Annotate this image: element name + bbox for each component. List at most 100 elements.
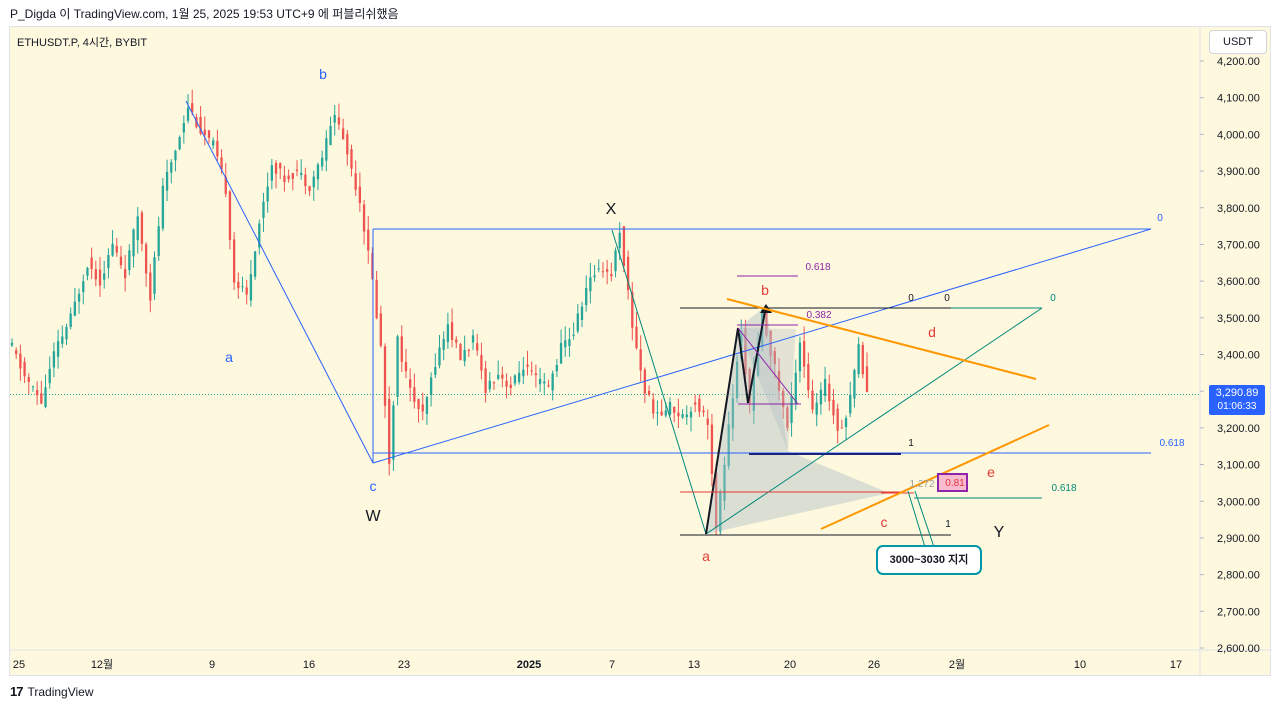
price-axis-label: 2,600.00 [1217,643,1260,655]
candle-body [807,363,810,391]
support-callout[interactable]: 3000~3030 지지 [876,545,982,575]
candle-body [585,287,588,306]
teal-line-x-a [611,229,707,535]
candle-body [266,186,269,202]
candle-body [207,130,211,138]
currency-button[interactable]: USDT [1209,30,1267,54]
candle-body [832,399,835,416]
channel-lower-line [820,424,1050,530]
time-axis-label: 23 [398,659,410,671]
price-axis-label: 3,600.00 [1217,276,1260,288]
candle-body [421,404,424,412]
candle-body [186,107,190,121]
price-axis-label: 3,800.00 [1217,203,1260,215]
candle-body [593,275,596,278]
candle-body [501,374,504,379]
candle-body [270,165,274,181]
candle-body [224,176,227,194]
candle-body [497,374,500,379]
candle-body [35,390,39,396]
price-axis-label: 4,100.00 [1217,93,1260,105]
candle-body [212,140,215,146]
candle-body [341,128,345,140]
candle-body [626,256,630,291]
candle-body [149,272,152,301]
candle-body [232,239,236,283]
candle-body [44,387,47,408]
candle-body [56,341,60,357]
candle-body [605,269,609,272]
candle-body [367,229,370,251]
candle-body [689,411,693,418]
candle-body [249,274,253,301]
candle-body [287,175,290,180]
candle-body [677,412,680,417]
candle-body [823,378,827,396]
time-axis-label: 2025 [517,659,541,671]
candle-body [132,229,135,257]
candle-body [735,361,739,399]
candle-body [526,364,529,367]
candle-body [325,138,328,161]
wave-label-W: W [365,508,381,525]
candle-body [614,250,617,272]
candle-body [476,343,479,351]
candle-body [777,370,781,392]
last-price-tag: 3,290.89 01:06:33 [1209,385,1265,415]
candle-body [279,163,282,169]
level-label: 1.272 [909,479,934,490]
candle-body [27,377,30,383]
level-label: 0 [944,293,950,304]
candle-body [719,492,722,532]
time-axis-label: 12월 [91,658,113,671]
candle-body [69,313,72,327]
channel-upper-line [726,298,1037,380]
wave-label-a: a [225,349,233,365]
candle-body [371,252,374,279]
candle-body [849,394,852,414]
candle-body [714,472,718,529]
candle-body [484,368,487,393]
tradingview-logo-icon: 17 [10,684,24,699]
time-axis-label: 16 [303,659,315,671]
candle-body [350,149,353,169]
candle-body [19,353,22,369]
wave-label-d: d [928,324,936,340]
candle-body [237,281,240,289]
candle-body [631,292,634,328]
candle-body [547,385,550,387]
candle-body [396,336,399,397]
candle-body [811,390,814,410]
candle-body [673,406,676,413]
candle-body [262,201,265,219]
candle-body [844,418,848,428]
symbol-title[interactable]: ETHUSDT.P, 4시간, BYBIT [17,37,148,49]
candle-body [73,301,77,316]
candle-body [23,361,26,377]
candle-body [455,339,458,343]
candle-body [731,398,735,429]
candle-body [685,414,688,418]
level-label: 0 [1157,213,1163,224]
candle-body [652,399,655,414]
candle-body [379,313,382,346]
price-chart[interactable]: 4,200.00 4,100.00 4,000.00 3,900.00 3,800.00… [10,27,1272,677]
candle-body [124,269,127,279]
candle-body [103,273,106,280]
candle-body [178,137,181,150]
time-axis-label: 25 [13,659,25,671]
candle-body [400,336,403,362]
wave-trendline [372,228,1152,464]
candle-body [434,367,437,375]
candle-body [77,293,81,302]
candle-body [191,103,194,113]
chart-area[interactable]: 4,200.00 4,100.00 4,000.00 3,900.00 3,800.00… [9,26,1272,677]
candle-body [417,399,420,409]
candle-body [174,150,177,161]
candle-body [404,361,408,372]
candle-body [513,375,517,384]
candle-body [241,286,244,288]
candle-body [534,373,538,376]
candle-body [656,412,659,414]
candle-body [597,268,600,270]
